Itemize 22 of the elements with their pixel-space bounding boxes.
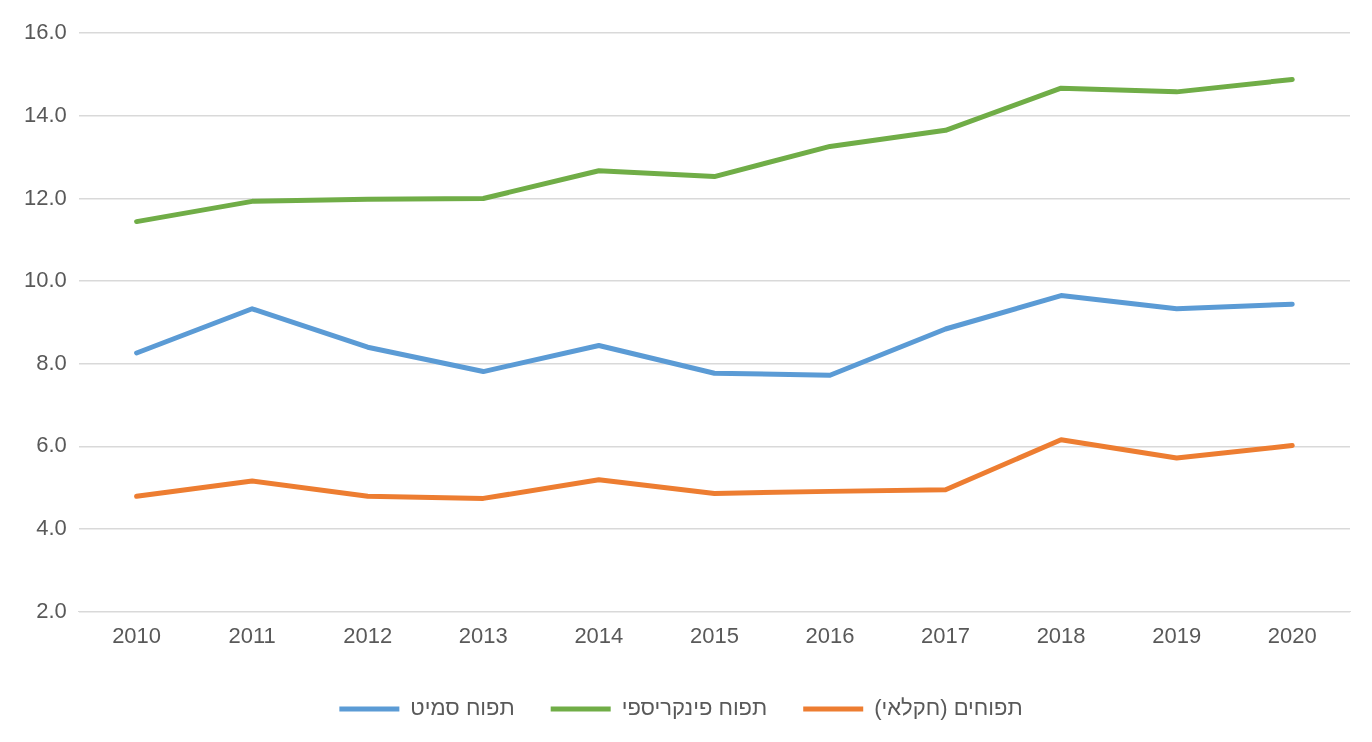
y-tick-label: 12.0: [23, 184, 67, 210]
y-tick-label: 14.0: [23, 101, 67, 127]
x-tick-label: 2020: [1267, 622, 1317, 648]
x-tick-label: 2019: [1152, 622, 1202, 648]
x-tick-label: 2017: [921, 622, 971, 648]
x-tick-label: 2016: [805, 622, 855, 648]
y-tick-label: 8.0: [36, 349, 67, 375]
x-tick-label: 2018: [1036, 622, 1086, 648]
y-tick-label: 4.0: [36, 515, 67, 541]
legend-label: תפוח פינקריספי: [621, 695, 768, 721]
y-tick-label: 6.0: [36, 432, 67, 458]
legend-label: תפוחים (חקלאי): [874, 695, 1023, 721]
legend-label: תפוח סמיט: [410, 695, 515, 721]
x-tick-label: 2012: [343, 622, 393, 648]
x-tick-label: 2015: [689, 622, 739, 648]
y-tick-label: 2.0: [36, 597, 67, 623]
x-tick-label: 2011: [228, 622, 276, 648]
y-tick-label: 10.0: [23, 267, 67, 293]
x-tick-label: 2010: [112, 622, 162, 648]
x-tick-label: 2014: [574, 622, 624, 648]
x-tick-label: 2013: [458, 622, 508, 648]
y-tick-label: 16.0: [23, 19, 67, 45]
